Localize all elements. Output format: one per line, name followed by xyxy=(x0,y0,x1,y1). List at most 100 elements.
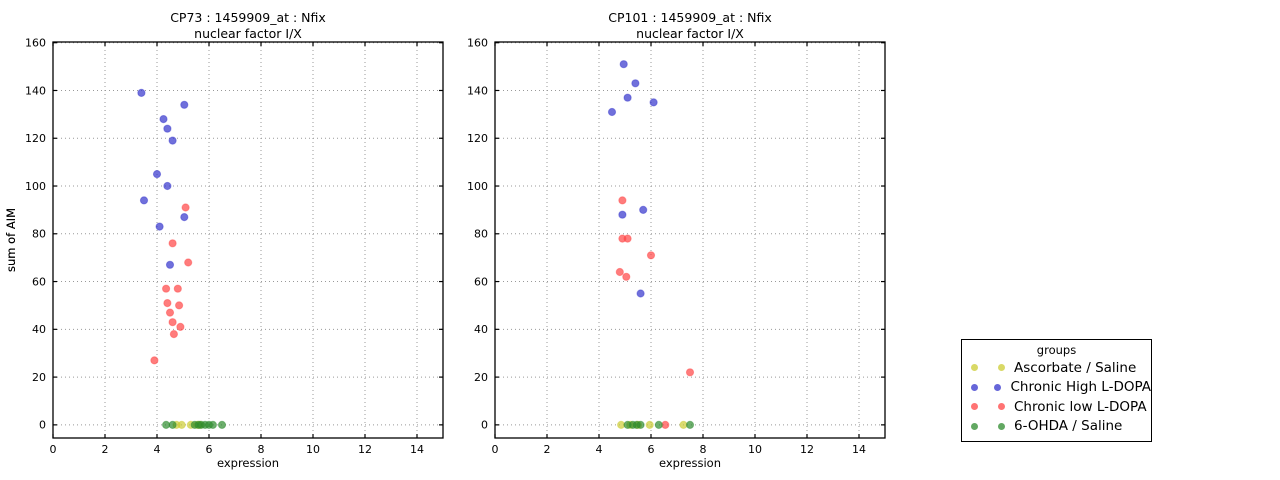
y-tick-label: 40 xyxy=(32,323,46,336)
plot-0-title-line1: CP73 : 1459909_at : Nfix xyxy=(170,10,326,25)
plot-0-grid xyxy=(53,42,443,438)
data-point xyxy=(646,251,656,260)
x-axis-label: expression xyxy=(659,456,721,470)
plot-1-grid xyxy=(495,42,885,438)
y-tick-label: 140 xyxy=(25,84,46,97)
data-point xyxy=(618,210,627,219)
data-point xyxy=(173,284,182,293)
y-axis-label: sum of AIM xyxy=(4,208,18,272)
data-point xyxy=(165,260,175,269)
data-point xyxy=(168,136,177,145)
data-point xyxy=(165,308,175,317)
y-tick-label: 120 xyxy=(467,132,488,145)
legend-item-chronic-low-ldopa: Chronic low L-DOPA xyxy=(962,397,1151,417)
data-point xyxy=(168,239,177,248)
data-point xyxy=(163,124,172,133)
data-point xyxy=(645,420,654,429)
y-tick-label: 20 xyxy=(474,371,488,384)
data-point xyxy=(184,258,193,267)
blue-dot-icon xyxy=(994,383,1002,391)
data-point xyxy=(636,289,645,298)
y-tick-label: 80 xyxy=(32,228,46,241)
data-point xyxy=(623,93,632,102)
x-tick-label: 10 xyxy=(306,443,320,456)
x-tick-label: 2 xyxy=(544,443,551,456)
legend-label-chronic-low: Chronic low L-DOPA xyxy=(1014,398,1147,415)
data-point xyxy=(607,107,617,117)
data-point xyxy=(163,181,172,191)
y-tick-label: 20 xyxy=(32,371,46,384)
y-tick-label: 60 xyxy=(32,275,46,288)
plot-1-series-chronic-high-l-dopa xyxy=(607,60,658,298)
legend-label-chronic-high: Chronic High L-DOPA xyxy=(1010,379,1151,396)
green-dot-icon xyxy=(971,422,978,430)
data-point xyxy=(169,330,178,339)
y-tick-label: 100 xyxy=(25,180,46,193)
legend-marker-chronic-high xyxy=(971,383,1002,391)
legend-item-chronic-high-ldopa: Chronic High L-DOPA xyxy=(962,378,1151,398)
plot-0-series-6-ohda-saline xyxy=(162,420,227,429)
y-tick-label: 80 xyxy=(474,228,488,241)
data-point xyxy=(176,322,185,331)
data-point xyxy=(177,420,186,429)
plot-1-series-6-ohda-saline xyxy=(623,420,695,429)
data-point xyxy=(208,420,217,429)
y-tick-label: 100 xyxy=(467,180,488,193)
plot-0-series-chronic-high-l-dopa xyxy=(137,88,189,269)
data-point xyxy=(155,222,164,231)
y-tick-label: 160 xyxy=(467,37,488,50)
data-point xyxy=(181,203,190,212)
x-tick-label: 4 xyxy=(154,443,161,456)
data-point xyxy=(649,98,658,107)
data-point xyxy=(623,234,632,243)
data-point xyxy=(168,318,177,327)
data-point xyxy=(159,115,168,124)
x-tick-label: 12 xyxy=(800,443,814,456)
legend-marker-ascorbate xyxy=(971,364,1005,372)
data-point xyxy=(137,88,146,98)
y-tick-label: 160 xyxy=(25,37,46,50)
data-point xyxy=(654,420,663,429)
x-tick-label: 10 xyxy=(748,443,762,456)
legend-title: groups xyxy=(1036,343,1077,357)
data-point xyxy=(685,420,695,429)
legend-marker-6ohda xyxy=(971,422,1005,430)
data-point xyxy=(217,420,227,429)
data-point xyxy=(639,205,648,214)
data-point xyxy=(162,284,171,293)
x-tick-label: 4 xyxy=(596,443,603,456)
legend-box: groups Ascorbate / Saline Chronic High L… xyxy=(961,339,1152,442)
x-tick-label: 6 xyxy=(206,443,213,456)
data-point xyxy=(618,196,627,205)
x-tick-label: 12 xyxy=(358,443,372,456)
plot-1-title-line2: nuclear factor I/X xyxy=(636,26,744,41)
plot-0-frame xyxy=(52,41,444,439)
plot-1-frame xyxy=(494,41,886,439)
x-tick-label: 8 xyxy=(258,443,265,456)
plot-0-title-line2: nuclear factor I/X xyxy=(194,26,302,41)
data-point xyxy=(180,213,189,222)
y-axis-label: sum of AIM xyxy=(4,208,18,272)
data-point xyxy=(168,420,177,429)
legend-marker-chronic-low xyxy=(971,403,1005,411)
plot-0-ticks xyxy=(52,42,443,438)
y-tick-label: 140 xyxy=(467,84,488,97)
y-tick-label: 0 xyxy=(39,419,46,432)
data-point xyxy=(152,170,162,179)
x-tick-label: 0 xyxy=(50,443,57,456)
x-axis-label: expression xyxy=(217,456,279,470)
green-dot-icon xyxy=(998,422,1005,430)
data-point xyxy=(150,356,159,365)
legend-label-6ohda: 6-OHDA / Saline xyxy=(1014,418,1123,435)
x-tick-label: 6 xyxy=(648,443,655,456)
plot-1-ticks xyxy=(494,42,885,438)
red-dot-icon xyxy=(971,403,978,411)
data-point xyxy=(619,60,628,69)
data-point xyxy=(631,79,640,88)
